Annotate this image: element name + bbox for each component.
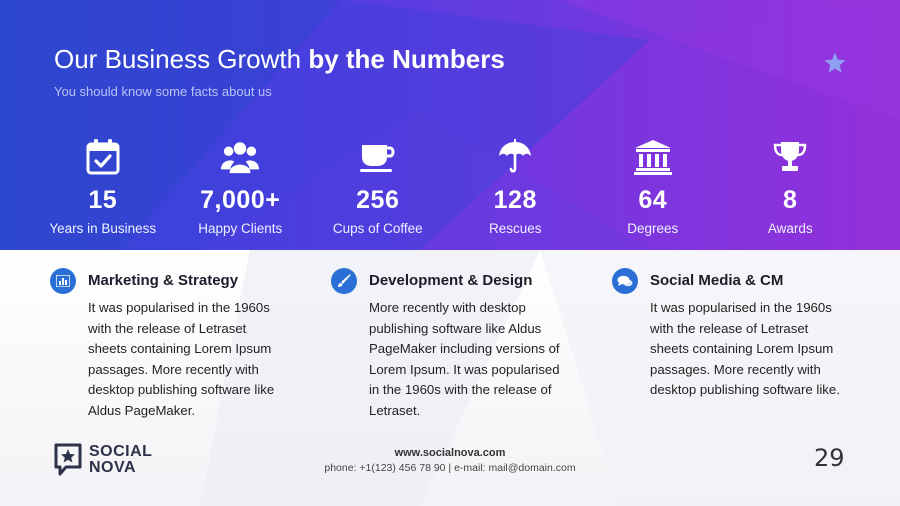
stat-clients: 7,000+ Happy Clients xyxy=(172,138,310,248)
stat-years: 15 Years in Business xyxy=(34,138,172,248)
stat-value: 7,000+ xyxy=(200,186,281,214)
title-light: Our Business Growth xyxy=(54,44,302,74)
contact-line: phone: +1(123) 456 78 90 | e-mail: mail@… xyxy=(324,462,576,474)
website-link[interactable]: www.socialnova.com xyxy=(394,447,506,459)
stat-label: Cups of Coffee xyxy=(332,221,423,236)
users-group-icon xyxy=(221,138,260,176)
stats-row: 15 Years in Business 7,000+ Happy Client… xyxy=(34,138,859,248)
stat-label: Rescues xyxy=(488,221,542,236)
stat-awards: 8 Awards xyxy=(722,138,860,248)
title-bold: by the Numbers xyxy=(308,44,505,74)
background-facets xyxy=(0,0,900,250)
service-title: Social Media & CM xyxy=(650,272,784,289)
brand-logo: SOCIAL NOVA xyxy=(54,443,152,477)
service-text: It was popularised in the 1960s with the… xyxy=(650,300,840,398)
service-text: More recently with desktop publishing so… xyxy=(369,300,560,418)
stat-coffee: 256 Cups of Coffee xyxy=(309,138,447,248)
stat-rescues: 128 Rescues xyxy=(447,138,585,248)
page-number: 29 xyxy=(814,444,845,472)
service-title: Marketing & Strategy xyxy=(88,272,239,289)
stat-label: Years in Business xyxy=(49,221,157,236)
contact-info: www.socialnova.com phone: +1(123) 456 78… xyxy=(300,447,600,474)
stat-value: 8 xyxy=(783,186,798,214)
stat-label: Awards xyxy=(767,221,813,236)
university-icon xyxy=(633,138,672,176)
background-facets xyxy=(200,250,900,506)
stat-value: 256 xyxy=(356,186,400,214)
stat-value: 15 xyxy=(88,186,118,214)
stat-degrees: 64 Degrees xyxy=(584,138,722,248)
star-icon xyxy=(824,52,846,73)
paintbrush-icon xyxy=(331,268,357,294)
service-text: It was popularised in the 1960s with the… xyxy=(88,300,275,418)
hero-banner xyxy=(0,0,900,250)
page-title: Our Business Growth by the Numbers xyxy=(54,44,505,75)
logo-line2: NOVA xyxy=(89,459,137,476)
stat-value: 128 xyxy=(493,186,537,214)
logo-wordmark: SOCIAL NOVA xyxy=(89,444,152,476)
coffee-cup-icon xyxy=(359,138,397,176)
service-title: Development & Design xyxy=(369,272,533,289)
stat-label: Happy Clients xyxy=(198,221,283,236)
content-area xyxy=(0,250,900,506)
umbrella-icon xyxy=(496,138,534,176)
page-subtitle: You should know some facts about us xyxy=(54,84,272,99)
bar-chart-icon xyxy=(50,268,76,294)
logo-star-bubble-icon xyxy=(54,443,82,476)
calendar-check-icon xyxy=(84,138,122,176)
trophy-icon xyxy=(771,138,809,176)
chat-bubbles-icon xyxy=(612,268,638,294)
logo-line1: SOCIAL xyxy=(89,443,153,460)
stat-label: Degrees xyxy=(627,221,679,236)
stat-value: 64 xyxy=(638,186,668,214)
